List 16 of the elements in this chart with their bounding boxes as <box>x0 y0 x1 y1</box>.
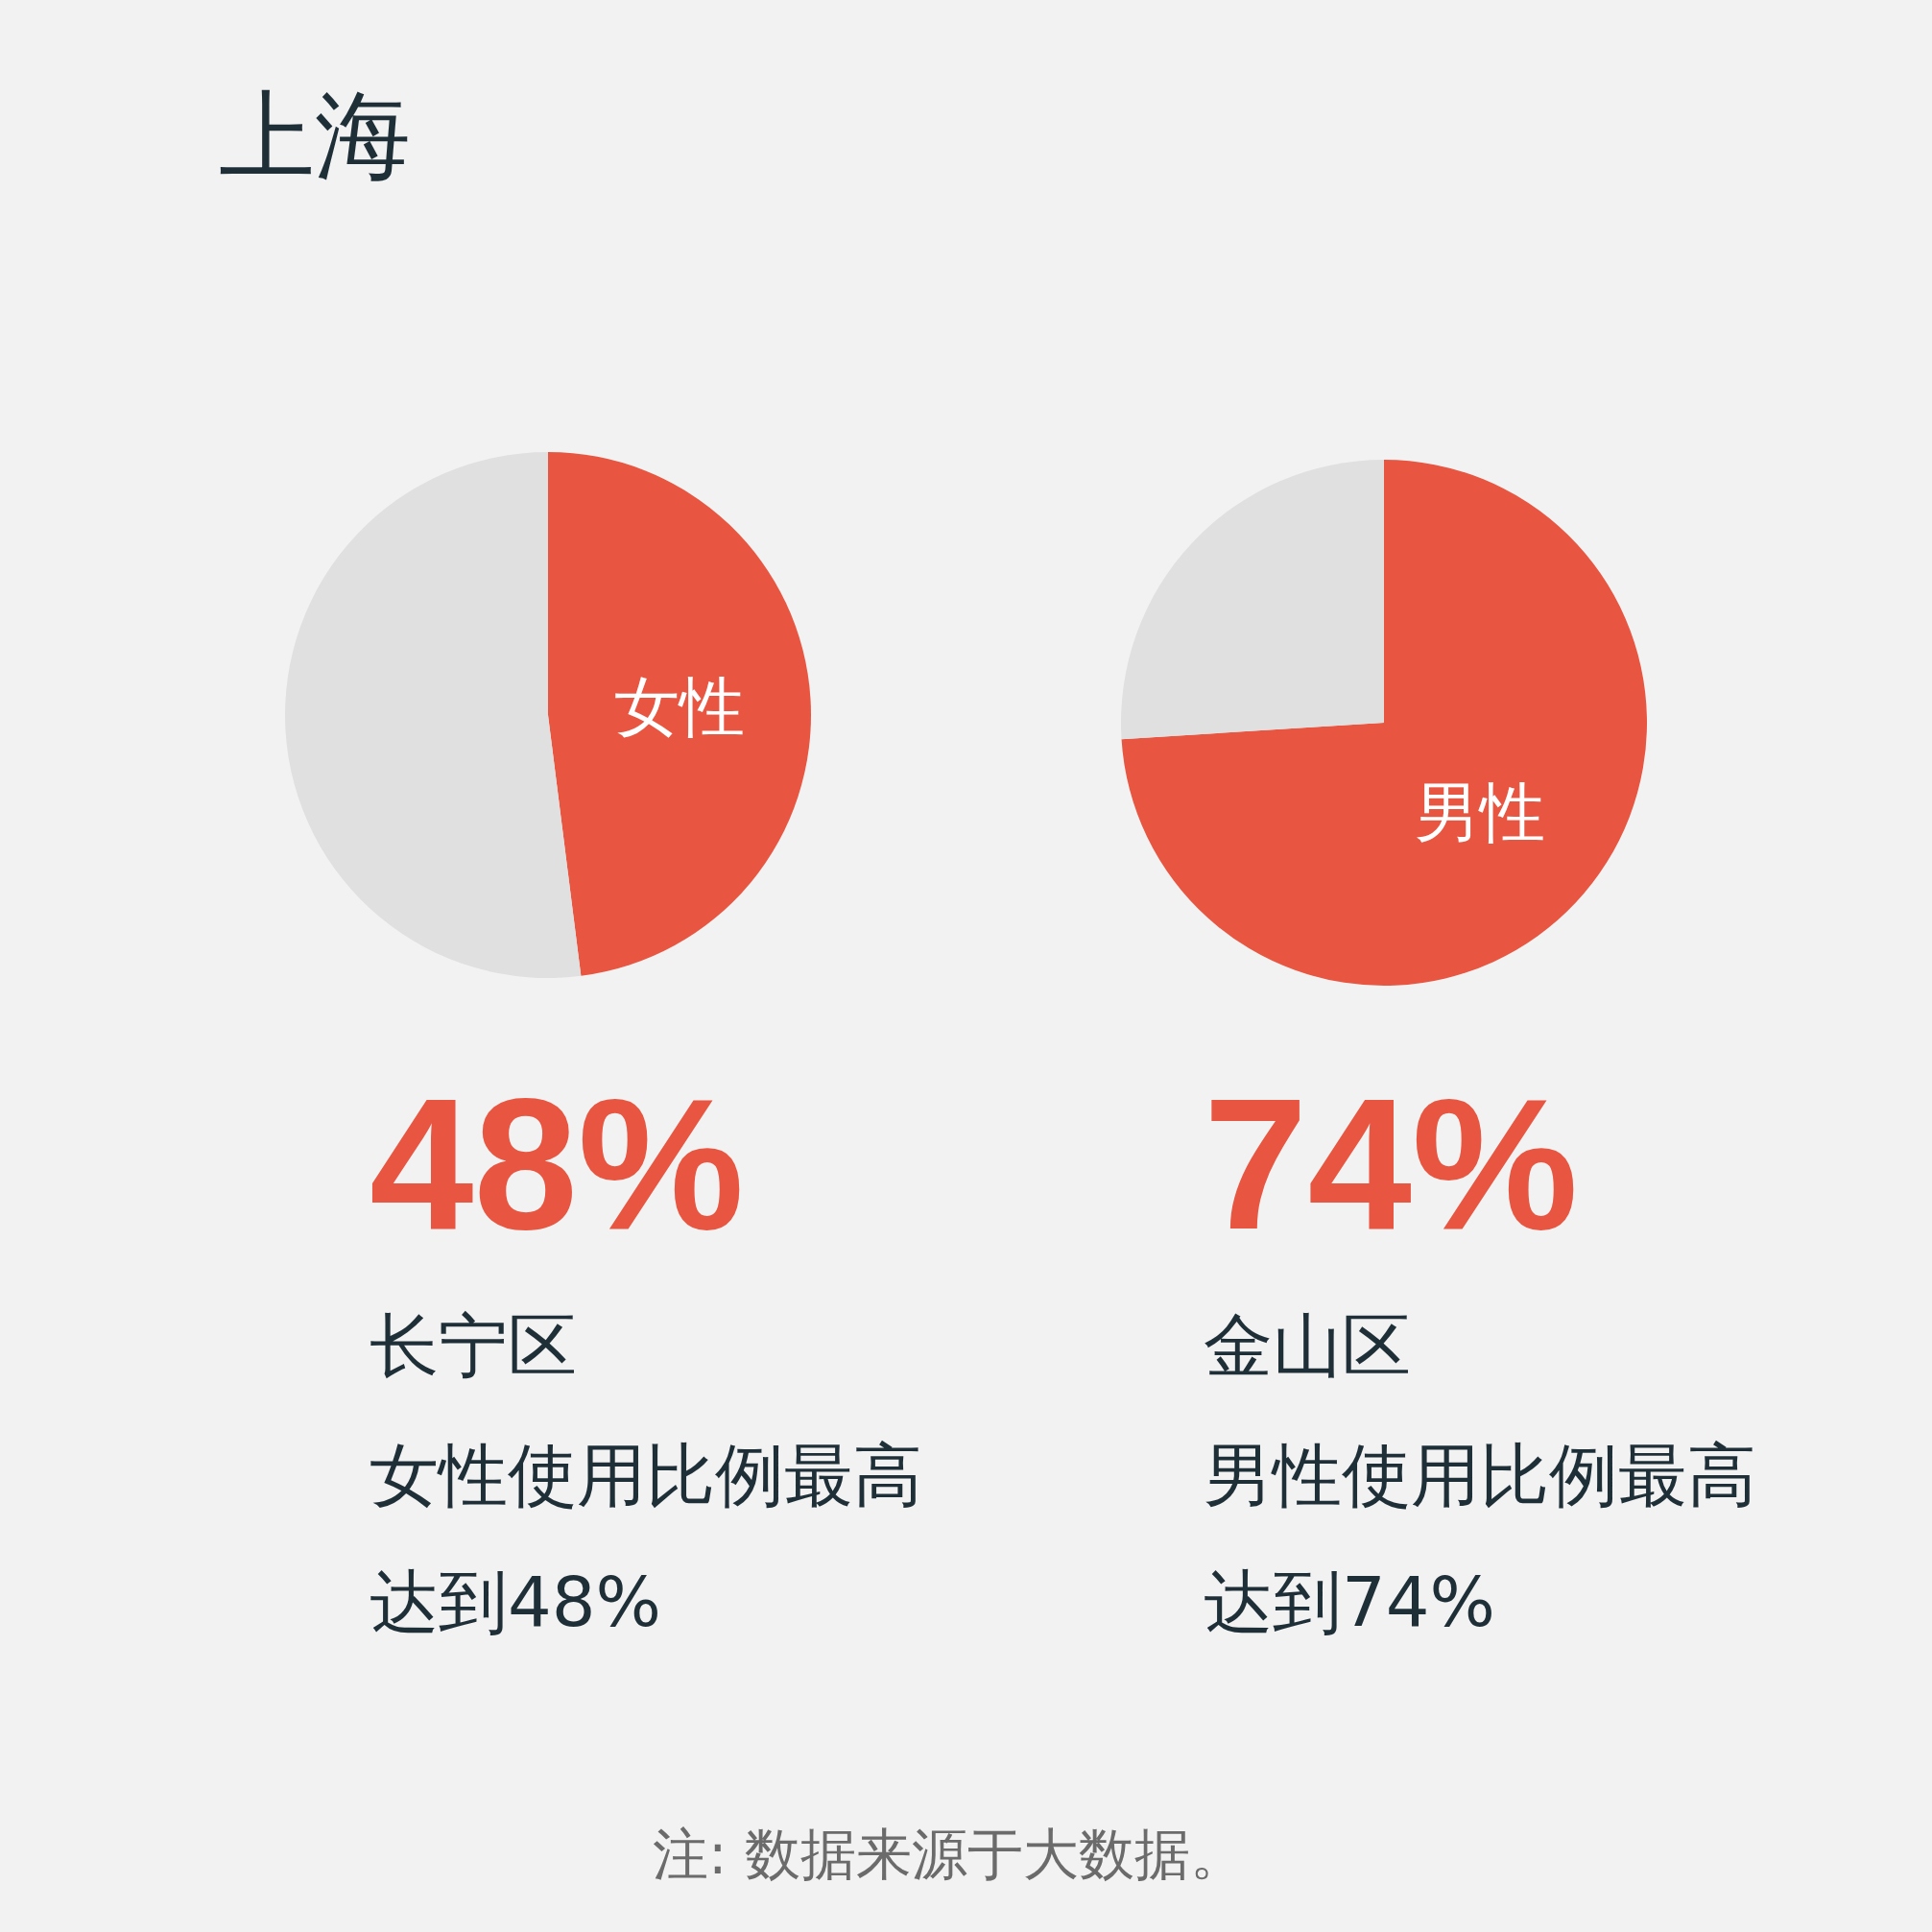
pie-slice <box>1121 460 1647 986</box>
text: 男性使用比例最高 <box>1204 1435 1756 1515</box>
chart-title: 上海 <box>219 80 411 192</box>
text: 74% <box>1204 1059 1579 1268</box>
text: 金山区 <box>1204 1305 1411 1386</box>
slice-label: 男性 <box>1414 775 1545 851</box>
text: 达到74% <box>1204 1562 1496 1642</box>
text: 注: 数据来源于大数据。 <box>653 1822 1246 1887</box>
pie-slice <box>1121 460 1384 740</box>
pie-slice <box>548 452 811 976</box>
text: 长宁区 <box>370 1305 577 1386</box>
pie-slice <box>285 452 582 978</box>
slice-label: 女性 <box>613 668 745 745</box>
text: 48% <box>370 1059 745 1268</box>
text: 女性使用比例最高 <box>370 1435 922 1515</box>
text: 达到48% <box>370 1562 662 1642</box>
